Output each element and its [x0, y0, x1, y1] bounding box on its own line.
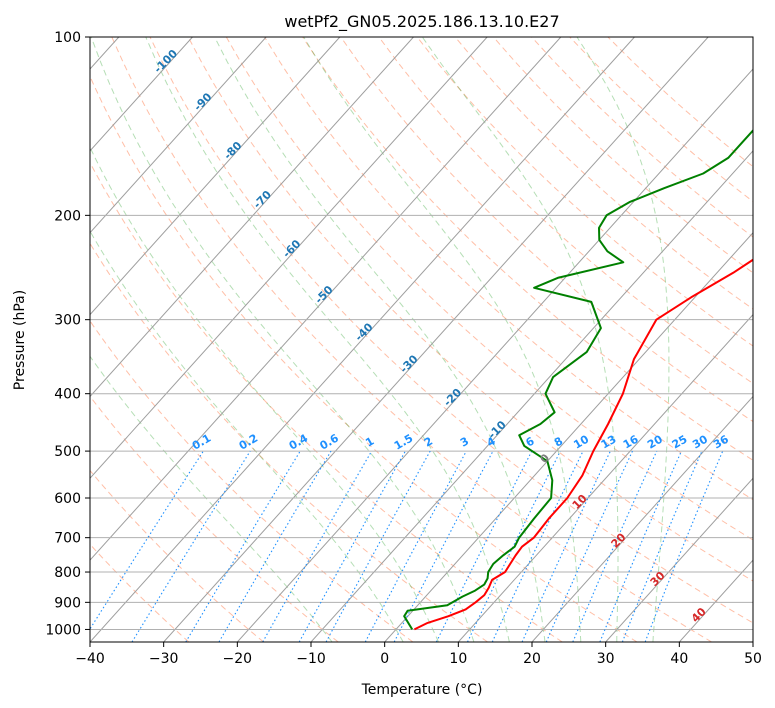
mixing-ratio-line — [572, 450, 658, 642]
mixing-ratio-line — [90, 450, 204, 630]
isotherm — [531, 395, 753, 642]
isotherm — [605, 477, 753, 642]
x-tick-label: −20 — [223, 651, 253, 667]
y-tick-label: 700 — [54, 531, 81, 547]
mixing-ratio-line — [364, 450, 467, 642]
y-tick-label: 800 — [54, 565, 81, 581]
isotherm — [90, 37, 193, 152]
mixing-ratio-line — [435, 450, 533, 642]
x-tick-label: 10 — [449, 651, 467, 667]
y-tick-label: 400 — [54, 387, 81, 403]
dry-adiabat — [416, 37, 753, 347]
isotherm — [236, 68, 753, 642]
dry-adiabat — [90, 161, 563, 642]
dry-adiabat — [149, 37, 753, 624]
y-tick-label: 1000 — [45, 622, 81, 638]
moist-adiabat — [576, 37, 670, 642]
chart-title: wetPf2_GN05.2025.186.13.10.E27 — [284, 12, 559, 32]
mixing-ratio-line — [644, 450, 724, 642]
mixing-ratio-line — [298, 450, 406, 642]
x-tick-label: −40 — [75, 651, 105, 667]
y-tick-label: 500 — [54, 444, 81, 460]
y-tick-label: 300 — [54, 313, 81, 329]
isotherm — [90, 37, 414, 398]
moist-adiabat — [303, 37, 582, 642]
plot-area — [90, 37, 753, 642]
isotherm — [310, 150, 753, 642]
isotherm — [90, 37, 562, 561]
dry-adiabat — [90, 543, 190, 642]
temperature-profile — [413, 258, 753, 631]
x-tick-label: 40 — [670, 651, 688, 667]
dry-adiabat — [454, 37, 753, 310]
dewpoint-profile — [403, 128, 753, 630]
plot-frame — [89, 36, 754, 643]
mixing-ratio-line — [621, 450, 703, 642]
mixing-ratio-line — [131, 450, 251, 642]
dry-adiabat — [90, 469, 264, 642]
moist-adiabat — [90, 146, 439, 642]
mixing-ratio-line — [325, 450, 431, 642]
isotherm — [457, 313, 753, 642]
moist-adiabat — [145, 37, 510, 642]
moist-adiabat — [90, 230, 404, 642]
x-tick-label: 0 — [380, 651, 389, 667]
axis-ticks: −40 −30 −20 −10 0 10 20 30 40 50 100 200 300 400 500 60… — [45, 30, 762, 667]
x-tick-label: 30 — [597, 651, 615, 667]
y-tick-label: 600 — [54, 491, 81, 507]
isotherm — [90, 37, 267, 234]
isotherm — [384, 231, 753, 642]
x-tick-label: 50 — [744, 651, 762, 667]
mixing-ratio-line — [599, 450, 682, 642]
x-tick-label: −10 — [296, 651, 326, 667]
moist-adiabat — [90, 355, 333, 642]
sounding-layer — [403, 128, 753, 631]
dry-adiabat — [90, 395, 339, 642]
y-tick-label: 200 — [54, 208, 81, 224]
dry-adiabat — [90, 242, 488, 642]
isotherm — [90, 37, 635, 642]
moist-adiabat — [421, 37, 619, 642]
x-tick-label: −30 — [149, 651, 179, 667]
grid-layer — [90, 37, 753, 642]
isotherm — [90, 37, 488, 480]
moist-adiabat — [214, 37, 546, 642]
moist-adiabat — [90, 37, 475, 642]
isotherm — [163, 37, 709, 642]
x-axis-label: Temperature (°C) — [361, 682, 483, 698]
y-tick-label: 900 — [54, 595, 81, 611]
isotherm — [90, 37, 341, 316]
y-axis-label: Pressure (hPa) — [12, 290, 28, 390]
x-tick-label: 20 — [523, 651, 541, 667]
y-tick-label: 100 — [54, 30, 81, 46]
mixing-ratio-line — [545, 450, 633, 642]
